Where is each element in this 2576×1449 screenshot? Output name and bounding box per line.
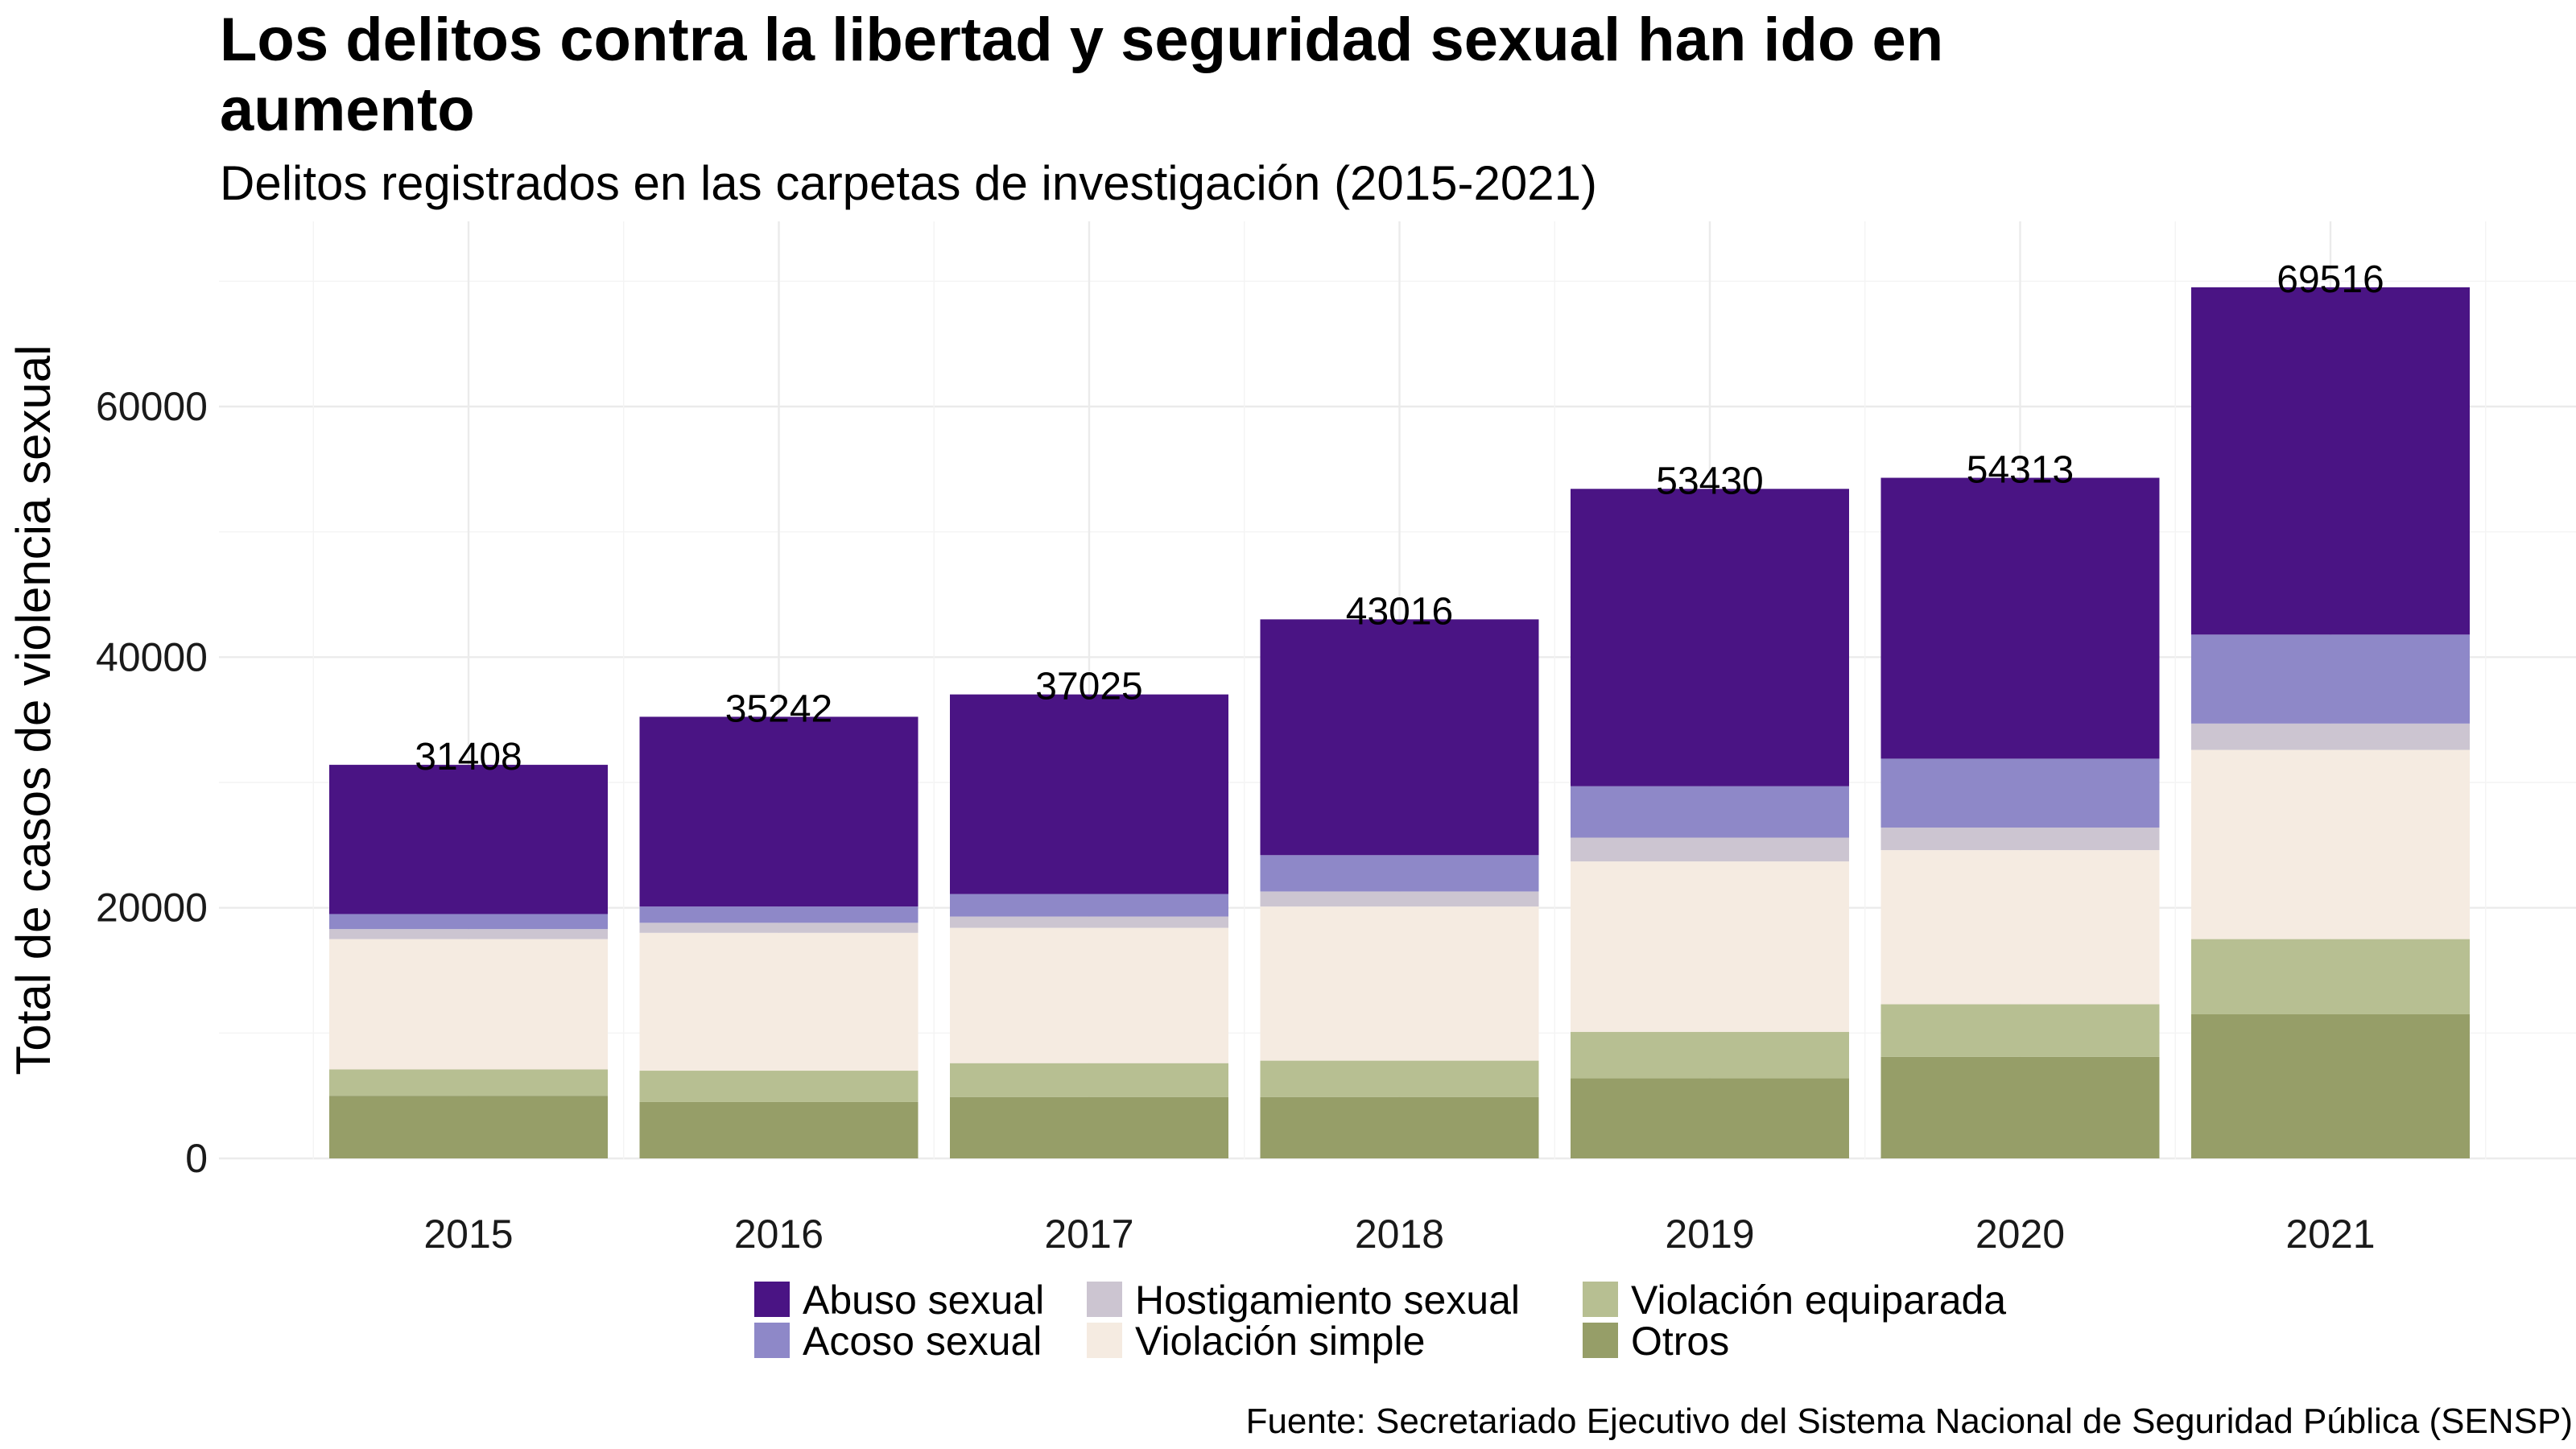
total-label-2018: 43016 xyxy=(1346,590,1453,633)
legend-item-violación-equiparada: Violación equiparada xyxy=(1583,1278,2006,1323)
total-label-2021: 69516 xyxy=(2277,258,2384,301)
legend-swatch xyxy=(754,1282,790,1317)
x-tick-label-2020: 2020 xyxy=(1975,1212,2065,1257)
y-tick-label: 0 xyxy=(185,1136,208,1181)
legend-label: Hostigamiento sexual xyxy=(1135,1278,1520,1323)
legend-item-hostigamiento-sexual: Hostigamiento sexual xyxy=(1087,1278,1520,1323)
bar-segment-acoso-sexual-2019 xyxy=(1571,786,1849,838)
legend-swatch xyxy=(754,1323,790,1358)
bar-segment-otros-2016 xyxy=(639,1101,919,1158)
legend-item-abuso-sexual: Abuso sexual xyxy=(754,1278,1044,1323)
bar-segment-otros-2017 xyxy=(950,1096,1228,1158)
bar-segment-hostigamiento-sexual-2021 xyxy=(2191,723,2470,750)
y-tick-label: 40000 xyxy=(96,634,208,679)
bar-segment-violación-simple-2018 xyxy=(1260,906,1539,1061)
legend-label: Violación equiparada xyxy=(1631,1278,2006,1323)
bar-segment-acoso-sexual-2017 xyxy=(950,894,1228,917)
total-label-2020: 54313 xyxy=(1967,449,2074,492)
x-tick-label-2019: 2019 xyxy=(1665,1212,1754,1257)
x-tick-label-2021: 2021 xyxy=(2285,1212,2375,1257)
bar-segment-abuso-sexual-2018 xyxy=(1260,619,1539,856)
legend-label: Violación simple xyxy=(1135,1319,1425,1364)
bar-segment-violación-equiparada-2021 xyxy=(2191,939,2470,1014)
bar-segment-hostigamiento-sexual-2018 xyxy=(1260,891,1539,907)
bar-segment-violación-simple-2020 xyxy=(1880,850,2160,1005)
bar-segment-abuso-sexual-2015 xyxy=(329,765,608,914)
legend-label: Otros xyxy=(1631,1319,1729,1364)
total-label-2019: 53430 xyxy=(1656,460,1763,502)
chart-title-line-1: Los delitos contra la libertad y segurid… xyxy=(220,6,1943,74)
bar-segment-violación-equiparada-2017 xyxy=(950,1063,1228,1097)
bar-segment-otros-2021 xyxy=(2191,1013,2470,1158)
legend-item-acoso-sexual: Acoso sexual xyxy=(754,1319,1042,1364)
bar-segment-violación-equiparada-2020 xyxy=(1880,1004,2160,1057)
bar-segment-hostigamiento-sexual-2017 xyxy=(950,916,1228,928)
chart-subtitle: Delitos registrados en las carpetas de i… xyxy=(220,156,1597,210)
total-label-2016: 35242 xyxy=(725,687,832,730)
source-caption: Fuente: Secretariado Ejecutivo del Siste… xyxy=(1246,1402,2573,1441)
bar-segment-abuso-sexual-2017 xyxy=(950,694,1228,894)
y-tick-label: 20000 xyxy=(96,886,208,931)
bar-segment-acoso-sexual-2015 xyxy=(329,914,608,930)
bar-segment-abuso-sexual-2021 xyxy=(2191,287,2470,635)
bar-segment-violación-simple-2019 xyxy=(1571,861,1849,1032)
bar-segment-violación-equiparada-2018 xyxy=(1260,1060,1539,1097)
bar-segment-acoso-sexual-2016 xyxy=(639,906,919,923)
bar-segment-violación-simple-2016 xyxy=(639,932,919,1071)
bar-segment-violación-simple-2021 xyxy=(2191,749,2470,939)
bar-segment-violación-equiparada-2015 xyxy=(329,1069,608,1096)
y-axis-title: Total de casos de violencia sexual xyxy=(6,345,60,1075)
bar-segment-hostigamiento-sexual-2015 xyxy=(329,929,608,939)
bar-segment-abuso-sexual-2020 xyxy=(1880,477,2160,759)
legend-label: Abuso sexual xyxy=(803,1278,1044,1323)
legend-item-violación-simple: Violación simple xyxy=(1087,1319,1425,1364)
legend-swatch xyxy=(1583,1323,1618,1358)
bar-segment-violación-equiparada-2019 xyxy=(1571,1031,1849,1079)
bar-segment-acoso-sexual-2018 xyxy=(1260,855,1539,892)
total-labels: 31408 35242 37025 43016 53430 54313 69516 xyxy=(415,258,2384,778)
bar-segment-otros-2018 xyxy=(1260,1096,1539,1158)
x-tick-label-2015: 2015 xyxy=(423,1212,513,1257)
legend-swatch xyxy=(1087,1282,1122,1317)
x-tick-label-2018: 2018 xyxy=(1355,1212,1444,1257)
legend-label: Acoso sexual xyxy=(803,1319,1042,1364)
legend-item-otros: Otros xyxy=(1583,1319,1729,1364)
bar-segment-abuso-sexual-2016 xyxy=(639,716,919,907)
x-axis-ticks: 2015 2016 2017 2018 2019 2020 2021 xyxy=(423,1212,2375,1257)
bar-segment-hostigamiento-sexual-2019 xyxy=(1571,837,1849,862)
bar-segment-otros-2015 xyxy=(329,1096,608,1158)
x-tick-label-2017: 2017 xyxy=(1044,1212,1133,1257)
bar-segment-hostigamiento-sexual-2020 xyxy=(1880,828,2160,851)
total-label-2017: 37025 xyxy=(1035,666,1142,708)
y-axis-ticks: 0 20000 40000 60000 xyxy=(96,384,208,1181)
bar-segment-acoso-sexual-2020 xyxy=(1880,758,2160,828)
bar-segment-abuso-sexual-2019 xyxy=(1571,489,1849,786)
bar-segment-violación-simple-2015 xyxy=(329,939,608,1070)
y-tick-label: 60000 xyxy=(96,384,208,429)
bar-segment-violación-simple-2017 xyxy=(950,927,1228,1063)
bars xyxy=(329,287,2470,1158)
bar-segment-acoso-sexual-2021 xyxy=(2191,634,2470,724)
legend-swatch xyxy=(1087,1323,1122,1358)
total-label-2015: 31408 xyxy=(415,736,522,778)
bar-segment-violación-equiparada-2016 xyxy=(639,1071,919,1102)
x-tick-label-2016: 2016 xyxy=(734,1212,824,1257)
chart-title-line-2: aumento xyxy=(220,76,475,144)
legend-swatch xyxy=(1583,1282,1618,1317)
bar-segment-hostigamiento-sexual-2016 xyxy=(639,923,919,933)
bar-segment-otros-2019 xyxy=(1571,1078,1849,1158)
bar-segment-otros-2020 xyxy=(1880,1056,2160,1158)
